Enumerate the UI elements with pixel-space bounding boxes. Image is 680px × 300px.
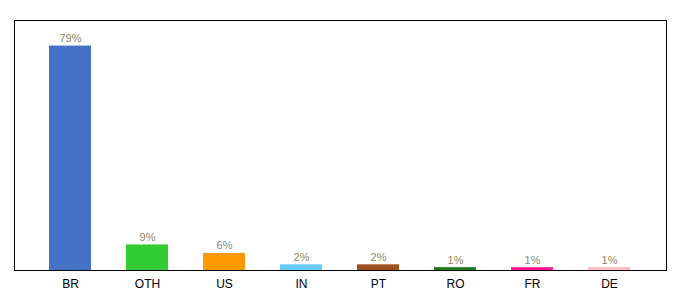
- svg-text:2%: 2%: [371, 251, 387, 263]
- svg-text:IN: IN: [296, 277, 308, 291]
- svg-text:2%: 2%: [294, 251, 310, 263]
- svg-text:1%: 1%: [525, 254, 541, 266]
- svg-text:DE: DE: [601, 277, 618, 291]
- svg-text:PT: PT: [371, 277, 387, 291]
- svg-text:RO: RO: [447, 277, 465, 291]
- svg-text:OTH: OTH: [135, 277, 160, 291]
- svg-text:1%: 1%: [448, 254, 464, 266]
- svg-text:US: US: [216, 277, 233, 291]
- svg-text:FR: FR: [525, 277, 541, 291]
- svg-text:6%: 6%: [217, 239, 233, 251]
- svg-text:9%: 9%: [140, 231, 156, 243]
- svg-text:79%: 79%: [59, 32, 81, 44]
- svg-text:1%: 1%: [602, 254, 618, 266]
- svg-text:BR: BR: [62, 277, 79, 291]
